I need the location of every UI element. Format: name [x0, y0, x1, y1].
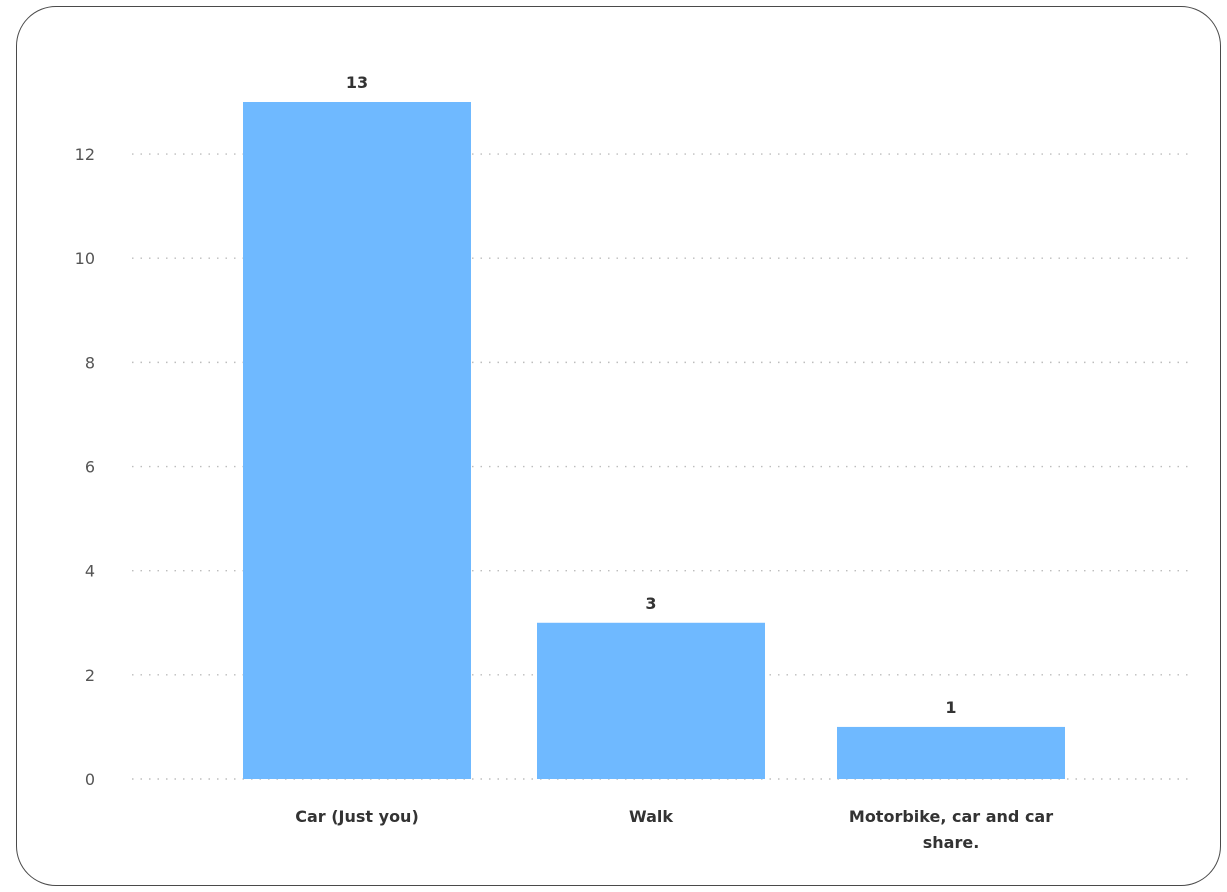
bars [243, 102, 1065, 779]
bar[interactable] [243, 102, 471, 779]
data-labels: 13 3 1 [346, 73, 957, 717]
y-tick-label: 10 [75, 249, 95, 268]
data-label: 13 [346, 73, 368, 92]
chart-card: 0 2 4 6 8 10 12 13 3 1 Car (Just you) Walk Motorbi… [16, 6, 1221, 886]
y-tick-label: 6 [85, 458, 95, 477]
y-tick-label: 0 [85, 770, 95, 789]
bar[interactable] [537, 622, 765, 779]
bar-chart: 0 2 4 6 8 10 12 13 3 1 Car (Just you) Walk Motorbi… [75, 73, 1192, 852]
data-label: 3 [645, 594, 656, 613]
category-labels: Car (Just you) Walk Motorbike, car and car… [295, 807, 1053, 852]
y-tick-label: 2 [85, 666, 95, 685]
x-category-label: Car (Just you) [295, 807, 419, 826]
y-axis-ticks: 0 2 4 6 8 10 12 [75, 145, 95, 789]
y-tick-label: 4 [85, 562, 95, 581]
x-category-label: share. [923, 833, 980, 852]
data-label: 1 [945, 698, 956, 717]
bar[interactable] [837, 726, 1065, 779]
x-category-label: Walk [629, 807, 673, 826]
y-tick-label: 8 [85, 353, 95, 372]
x-category-label: Motorbike, car and car [849, 807, 1053, 826]
y-tick-label: 12 [75, 145, 95, 164]
